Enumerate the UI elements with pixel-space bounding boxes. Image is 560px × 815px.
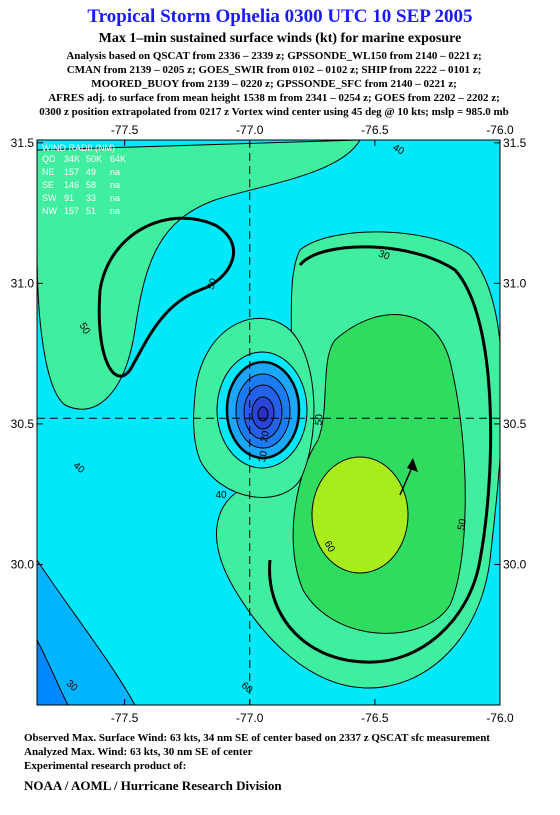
x-tick-label: -76.0 (486, 123, 514, 137)
x-tick-label: -77.0 (236, 123, 264, 137)
analysis-lines: Analysis based on QSCAT from 2336 – 2339… (39, 50, 509, 118)
footer-line: Experimental research product of: (24, 760, 186, 772)
contour-label: 60 (322, 539, 337, 555)
radii-cell: na (110, 180, 120, 190)
radii-cell: 146 (64, 180, 79, 190)
radii-cell: na (110, 206, 120, 216)
contour-50 (268, 245, 493, 664)
footer: Observed Max. Surface Wind: 63 kts, 34 n… (24, 732, 490, 772)
radii-cell: 58 (86, 180, 96, 190)
radii-cell: 51 (86, 206, 96, 216)
motion-arrowhead (407, 458, 418, 472)
title: Tropical Storm Ophelia 0300 UTC 10 SEP 2… (87, 6, 472, 27)
y-tick-label: 31.5 (503, 136, 527, 150)
plot-frame (36, 139, 501, 706)
analysis-line: AFRES adj. to surface from mean height 1… (48, 92, 500, 104)
contour-label: 30 (377, 249, 392, 263)
radii-cell: na (110, 167, 120, 177)
motion-arrow (399, 464, 414, 496)
radii-cell: 49 (86, 167, 96, 177)
subtitle: Max 1–min sustained surface winds (kt) f… (99, 31, 462, 46)
x-tick-label: -77.0 (236, 711, 264, 725)
radii-cell: NE (42, 167, 55, 177)
y-tick-label: 30.5 (11, 417, 35, 431)
footer-line: Analyzed Max. Wind: 63 kts, 30 nm SE of … (24, 746, 253, 758)
radii-title: WIND RADII (NM) (42, 143, 115, 153)
radii-cell: na (110, 193, 120, 203)
radii-header: QD (42, 154, 56, 164)
analysis-line: MOORED_BUOY from 2139 – 0220 z; GPSSONDE… (91, 78, 457, 90)
radii-header: 64K (110, 154, 126, 164)
contour-label: 50 (77, 321, 92, 337)
wind-region-40 (37, 140, 361, 410)
y-tick-label: 30.5 (503, 417, 527, 431)
contour-50 (97, 216, 236, 378)
radii-cell: 157 (64, 206, 79, 216)
radii-header: 50K (86, 154, 102, 164)
y-tick-label: 31.0 (503, 276, 527, 290)
x-tick-label: -76.5 (361, 711, 389, 725)
y-tick-label: 31.5 (11, 136, 35, 150)
contour-label: 20 (259, 430, 272, 443)
radii-cell: SW (42, 193, 57, 203)
division: NOAA / AOML / Hurricane Research Divisio… (24, 778, 282, 793)
x-tick-label: -77.5 (111, 123, 139, 137)
contour-label: 50 (206, 277, 220, 292)
radii-cell: 33 (86, 193, 96, 203)
radii-cell: 157 (64, 167, 79, 177)
footer-line: Observed Max. Surface Wind: 63 kts, 34 n… (24, 732, 490, 744)
radii-cell: 91 (64, 193, 74, 203)
radii-cell: NW (42, 206, 57, 216)
contour-label: 50 (314, 413, 326, 425)
contour-label: 40 (215, 490, 227, 501)
radii-header: 34K (64, 154, 80, 164)
y-tick-label: 31.0 (11, 276, 35, 290)
x-tick-label: -77.5 (111, 711, 139, 725)
wind-region-0 (257, 406, 269, 422)
radii-cell: SE (42, 180, 54, 190)
x-tick-label: -76.5 (361, 123, 389, 137)
y-tick-label: 30.0 (503, 557, 527, 571)
x-tick-label: -76.0 (486, 711, 514, 725)
analysis-line: CMAN from 2139 – 0205 z; GOES_SWIR from … (67, 64, 482, 76)
contour-label: 50 (456, 518, 469, 531)
analysis-line: 0300 z position extrapolated from 0217 z… (39, 106, 509, 118)
wind-region-60 (311, 456, 409, 574)
y-tick-label: 30.0 (11, 557, 35, 571)
analysis-line: Analysis based on QSCAT from 2336 – 2339… (66, 50, 481, 62)
contour-label: 40 (391, 142, 407, 157)
contour-label: 30 (257, 450, 270, 463)
